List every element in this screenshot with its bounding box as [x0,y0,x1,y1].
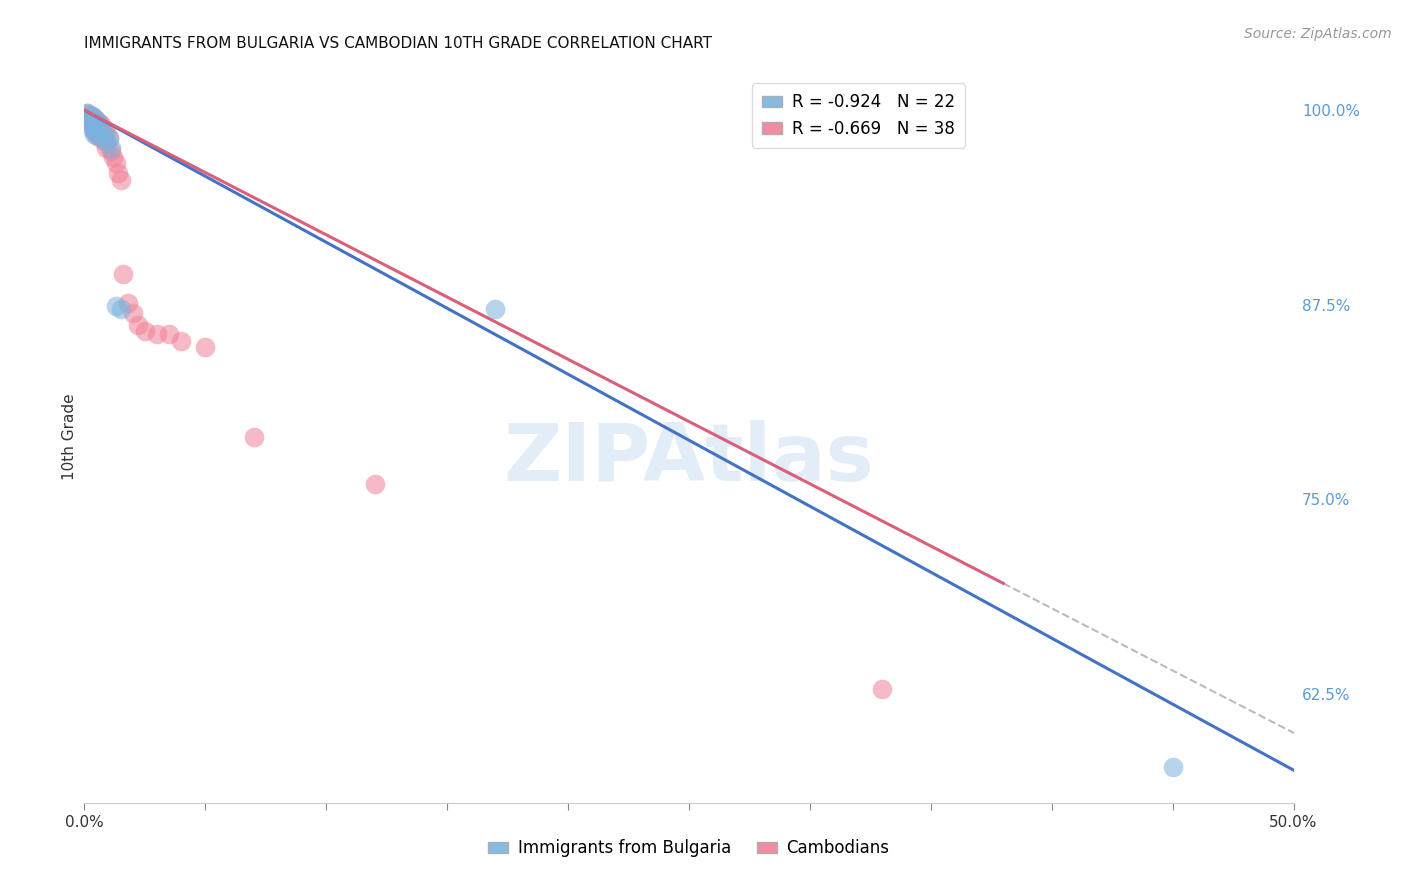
Point [86,128,108,143]
Point [83,111,105,125]
Point [100,140,122,154]
Point [80,110,103,124]
Point [194,340,217,354]
Point [134,324,156,338]
Point [170,334,193,348]
Point [80,116,103,130]
Point [83,117,105,131]
Point [76,106,98,120]
Point [90,129,112,144]
Point [90,117,112,131]
Point [104,299,127,313]
Point [100,144,122,158]
Point [121,305,143,319]
Point [80,122,103,136]
Point [87,116,110,130]
Point [93,128,115,143]
Point [83,111,105,125]
Text: ZIPAtlas: ZIPAtlas [503,420,875,498]
Point [86,112,108,127]
Y-axis label: 10th Grade: 10th Grade [62,393,77,481]
Point [90,122,112,136]
Point [77,108,100,122]
Point [110,173,132,187]
Point [93,122,115,136]
Point [242,430,264,444]
Point [83,127,105,141]
Point [127,318,149,332]
Point [94,140,117,154]
Point [97,131,120,145]
Point [83,119,105,133]
Point [77,108,100,122]
Point [872,682,894,697]
Point [103,150,125,164]
Point [104,156,127,170]
Point [110,302,132,317]
Text: IMMIGRANTS FROM BULGARIA VS CAMBODIAN 10TH GRADE CORRELATION CHART: IMMIGRANTS FROM BULGARIA VS CAMBODIAN 10… [84,36,713,51]
Point [107,165,129,179]
Point [87,125,110,139]
Point [363,476,385,491]
Point [93,135,115,149]
Point [484,302,506,317]
Point [157,327,180,342]
Point [86,125,108,139]
Point [87,129,110,144]
Point [86,120,108,135]
Point [86,112,108,127]
Point [83,123,105,137]
Point [94,135,117,149]
Point [1161,760,1184,774]
Point [97,131,120,145]
Point [77,112,100,127]
Point [76,106,98,120]
Point [87,117,110,131]
Legend: Immigrants from Bulgaria, Cambodians: Immigrants from Bulgaria, Cambodians [482,832,896,864]
Point [146,327,169,342]
Point [117,296,139,310]
Point [94,125,117,139]
Point [77,114,100,128]
Point [80,114,103,128]
Text: Source: ZipAtlas.com: Source: ZipAtlas.com [1244,27,1392,41]
Point [80,119,103,133]
Point [80,110,103,124]
Point [112,267,135,281]
